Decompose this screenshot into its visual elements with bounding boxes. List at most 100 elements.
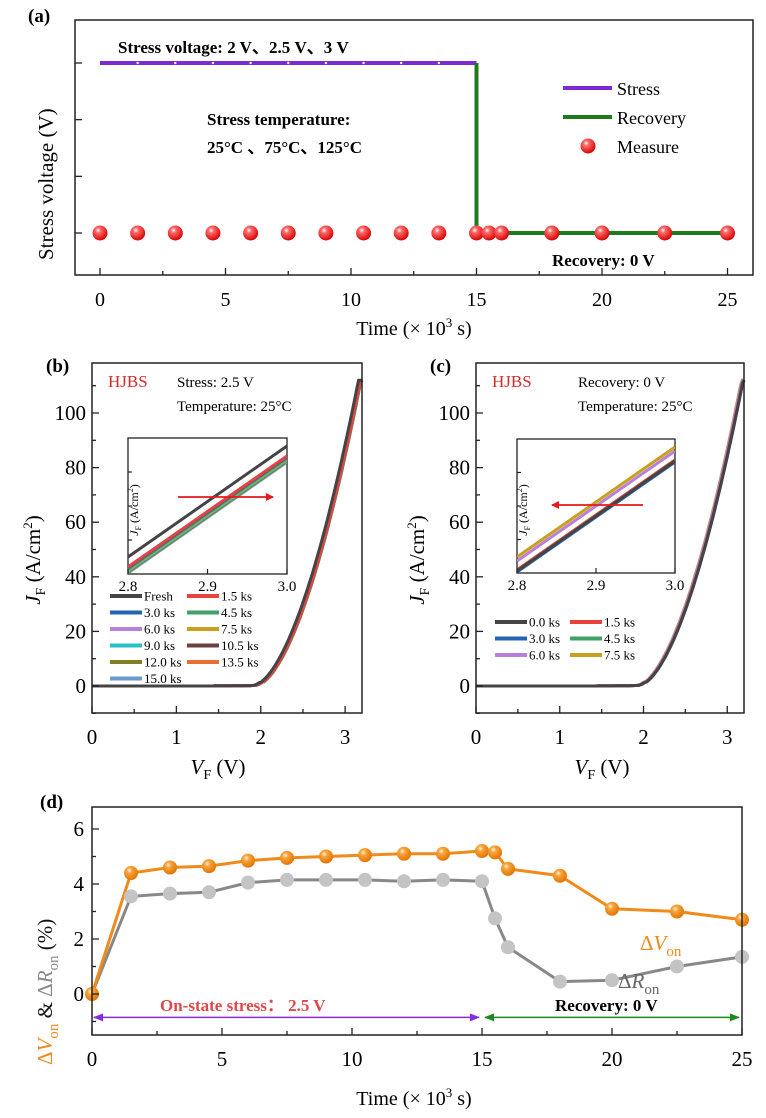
delta-von-point xyxy=(436,846,450,861)
delta-ron-point xyxy=(475,874,489,889)
x-tick-label: 20 xyxy=(592,289,612,311)
y-tick-label: 60 xyxy=(449,510,470,534)
x-tick-label: 25 xyxy=(718,289,738,311)
y-tick-label: 4 xyxy=(74,872,85,896)
inset-ylabel-part: 2 xyxy=(515,488,524,492)
delta-von-point xyxy=(241,853,255,868)
inset-ylabel-part: J xyxy=(127,530,141,536)
legend-label: 1.5 ks xyxy=(221,589,252,604)
y-tick-label: 100 xyxy=(439,401,471,425)
x-tick-label: 0 xyxy=(95,289,105,311)
legend-a: Stress Recovery Measure xyxy=(563,79,686,157)
stress-line-dot xyxy=(287,61,290,65)
delta-ron-point xyxy=(488,911,502,926)
y-tick-label: 0 xyxy=(74,982,85,1006)
inset-ylabel: JF (A/cm2) xyxy=(126,484,143,535)
inset-ylabel-part: (A/cm xyxy=(516,492,530,526)
stress-line-dot xyxy=(324,61,328,65)
delta-ron-point xyxy=(501,940,515,955)
x-tick-label: 10 xyxy=(341,289,361,311)
delta-ron-point xyxy=(670,959,684,974)
y-tick-label: 6 xyxy=(74,817,85,841)
y-tick-label: 20 xyxy=(449,619,470,643)
panel-b-device-label: HJBS xyxy=(108,372,148,391)
panel-c-condition-recovery: Recovery: 0 V xyxy=(578,375,665,391)
measure-point xyxy=(243,225,259,241)
x-tick-label: 25 xyxy=(732,1047,753,1071)
x-tick-label: 3 xyxy=(722,725,733,749)
label-delta-ron: ΔRon xyxy=(618,969,660,998)
x-tick-label: 10 xyxy=(342,1047,363,1071)
panel-b-label: (b) xyxy=(46,356,69,377)
legend-label: 13.5 ks xyxy=(221,655,259,670)
panel-d: (d) 0 5 10 15 20 25 0 2 4 6 On-state stress： 2.5 … xyxy=(33,792,753,1110)
delta-ron-point xyxy=(553,974,567,989)
x-tick-label: 15 xyxy=(472,1047,493,1071)
panel-b-condition-temperature: Temperature: 25°C xyxy=(177,399,292,415)
delta-von-point xyxy=(163,860,177,875)
x-tick-label: 0 xyxy=(87,725,98,749)
legend-label: 1.5 ks xyxy=(604,615,635,630)
x-tick-label: 5 xyxy=(221,289,231,311)
stress-line-dot xyxy=(400,61,403,65)
inset-curve xyxy=(128,444,287,559)
delta-von-point xyxy=(319,849,333,864)
y-tick-label: 0 xyxy=(76,674,87,698)
measure-point xyxy=(481,225,497,241)
stress-line-dot xyxy=(362,61,365,65)
x-tick-label: 0 xyxy=(471,725,482,749)
measure-point xyxy=(130,225,146,241)
panel-c-ylabel: JF (A/cm2) xyxy=(404,515,433,605)
delta-ron-point xyxy=(241,875,255,890)
panel-b-xlabel: VF (V) xyxy=(190,755,245,783)
delta-von-point xyxy=(605,901,619,916)
delta-ron-point xyxy=(358,872,372,887)
inset-x-tick-label: 2.8 xyxy=(508,578,527,594)
annotation-on-state-stress: On-state stress： 2.5 V xyxy=(160,996,326,1015)
x-tick-label: 1 xyxy=(171,725,182,749)
annotation-recovery-d: Recovery: 0 V xyxy=(555,996,658,1015)
panel-c-ticks: 0 1 2 3 0 20 40 60 80 100 xyxy=(439,385,733,749)
panel-a: (a) 0 5 10 15 20 25 Stress voltage: 2 V、2.5 V… xyxy=(28,6,754,340)
measure-point xyxy=(167,225,183,241)
panel-c-condition-temperature: Temperature: 25°C xyxy=(578,399,693,415)
measure-point xyxy=(280,225,296,241)
delta-von-point xyxy=(670,904,684,919)
panel-c-curves xyxy=(476,378,746,688)
delta-von-point xyxy=(397,846,411,861)
panel-a-series xyxy=(92,61,735,241)
stress-line-dot xyxy=(249,61,252,65)
measure-point xyxy=(92,225,108,241)
legend-label: 10.5 ks xyxy=(221,638,259,653)
legend-stress-label: Stress xyxy=(617,79,660,99)
stress-line-dot xyxy=(174,61,177,65)
panel-b-legend: Fresh 1.5 ks 3.0 ks 4.5 ks 6.0 ks 7.5 ks 9.0 k… xyxy=(110,589,259,686)
x-tick-label: 0 xyxy=(87,1047,98,1071)
inset-x-tick-label: 2.9 xyxy=(587,578,606,594)
legend-label: 9.0 ks xyxy=(144,638,175,653)
panel-c-label: (c) xyxy=(430,356,451,377)
legend-label: 12.0 ks xyxy=(144,655,182,670)
iv-curve xyxy=(92,378,362,688)
panel-c-xlabel: VF (V) xyxy=(574,755,629,783)
legend-label: 7.5 ks xyxy=(604,648,635,663)
y-tick-label: 80 xyxy=(65,456,86,480)
measure-point xyxy=(720,225,735,241)
label-delta-von: ΔVon xyxy=(640,931,682,960)
inset-ylabel-part: F xyxy=(523,525,532,530)
panel-d-ticks: 0 5 10 15 20 25 0 2 4 6 xyxy=(74,817,753,1071)
delta-ron-point xyxy=(397,874,411,889)
measure-point xyxy=(393,225,409,241)
legend-recovery-label: Recovery xyxy=(617,108,686,128)
panel-b-inset: 2.8 2.9 3.0 JF (A/cm2) xyxy=(119,437,296,595)
inset-ylabel: JF (A/cm2) xyxy=(515,484,532,535)
measure-point xyxy=(657,225,673,241)
measure-point xyxy=(494,225,510,241)
delta-von-point xyxy=(475,844,489,858)
annotation-recovery: Recovery: 0 V xyxy=(552,251,655,270)
y-tick-label: 20 xyxy=(65,619,86,643)
stress-line-dot xyxy=(211,61,215,65)
inset-curve xyxy=(128,454,287,569)
delta-ron-point xyxy=(280,872,294,887)
